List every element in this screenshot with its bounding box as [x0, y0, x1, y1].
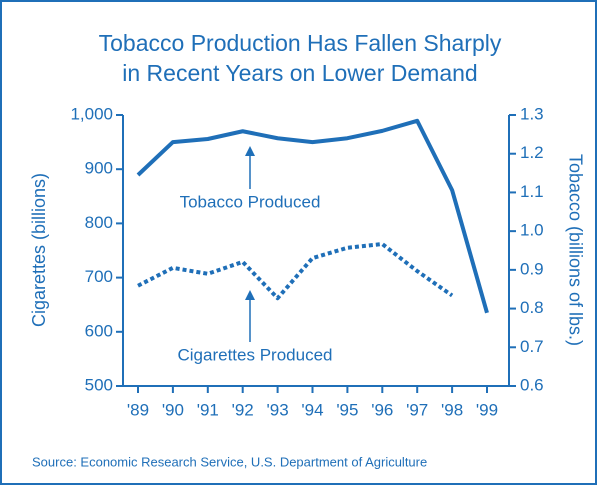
x-tick-label: '99 — [476, 400, 498, 419]
y2-axis-label: Tobacco (billions of lbs.) — [565, 154, 585, 346]
x-tick-label: '94 — [301, 400, 323, 419]
series-line — [136, 118, 489, 314]
y-tick-label: 1,000 — [70, 104, 113, 123]
x-tick-label: '89 — [127, 400, 149, 419]
y2-tick-label: 0.9 — [520, 259, 544, 278]
x-tick-label: '90 — [162, 400, 184, 419]
annotation: Tobacco Produced — [180, 192, 321, 211]
series-line — [137, 241, 454, 301]
y2-tick-label: 1.0 — [520, 221, 544, 240]
y-tick-label: 600 — [85, 321, 113, 340]
y-tick-label: 900 — [85, 159, 113, 178]
x-tick-label: '93 — [267, 400, 289, 419]
y2-tick-label: 0.7 — [520, 337, 544, 356]
y2-tick-label: 1.2 — [520, 143, 544, 162]
y2-tick-label: 0.6 — [520, 375, 544, 394]
y-tick-label: 800 — [85, 213, 113, 232]
x-tick-label: '92 — [232, 400, 254, 419]
arrow-head — [245, 290, 255, 300]
x-tick-label: '95 — [336, 400, 358, 419]
arrow-head — [245, 146, 255, 156]
x-tick-label: '97 — [406, 400, 428, 419]
chart-subtitle: in Recent Years on Lower Demand — [122, 60, 477, 86]
x-tick-label: '98 — [441, 400, 463, 419]
y2-tick-label: 0.8 — [520, 298, 544, 317]
y-axis-label: Cigarettes (billions) — [29, 173, 49, 327]
y-tick-label: 500 — [85, 375, 113, 394]
y2-tick-label: 1.3 — [520, 104, 544, 123]
source: Source: Economic Research Service, U.S. … — [32, 454, 427, 469]
y-tick-label: 700 — [85, 267, 113, 286]
annotation: Cigarettes Produced — [178, 345, 333, 364]
x-tick-label: '96 — [371, 400, 393, 419]
chart-title: Tobacco Production Has Fallen Sharply — [99, 30, 502, 56]
x-tick-label: '91 — [197, 400, 219, 419]
y2-tick-label: 1.1 — [520, 182, 544, 201]
